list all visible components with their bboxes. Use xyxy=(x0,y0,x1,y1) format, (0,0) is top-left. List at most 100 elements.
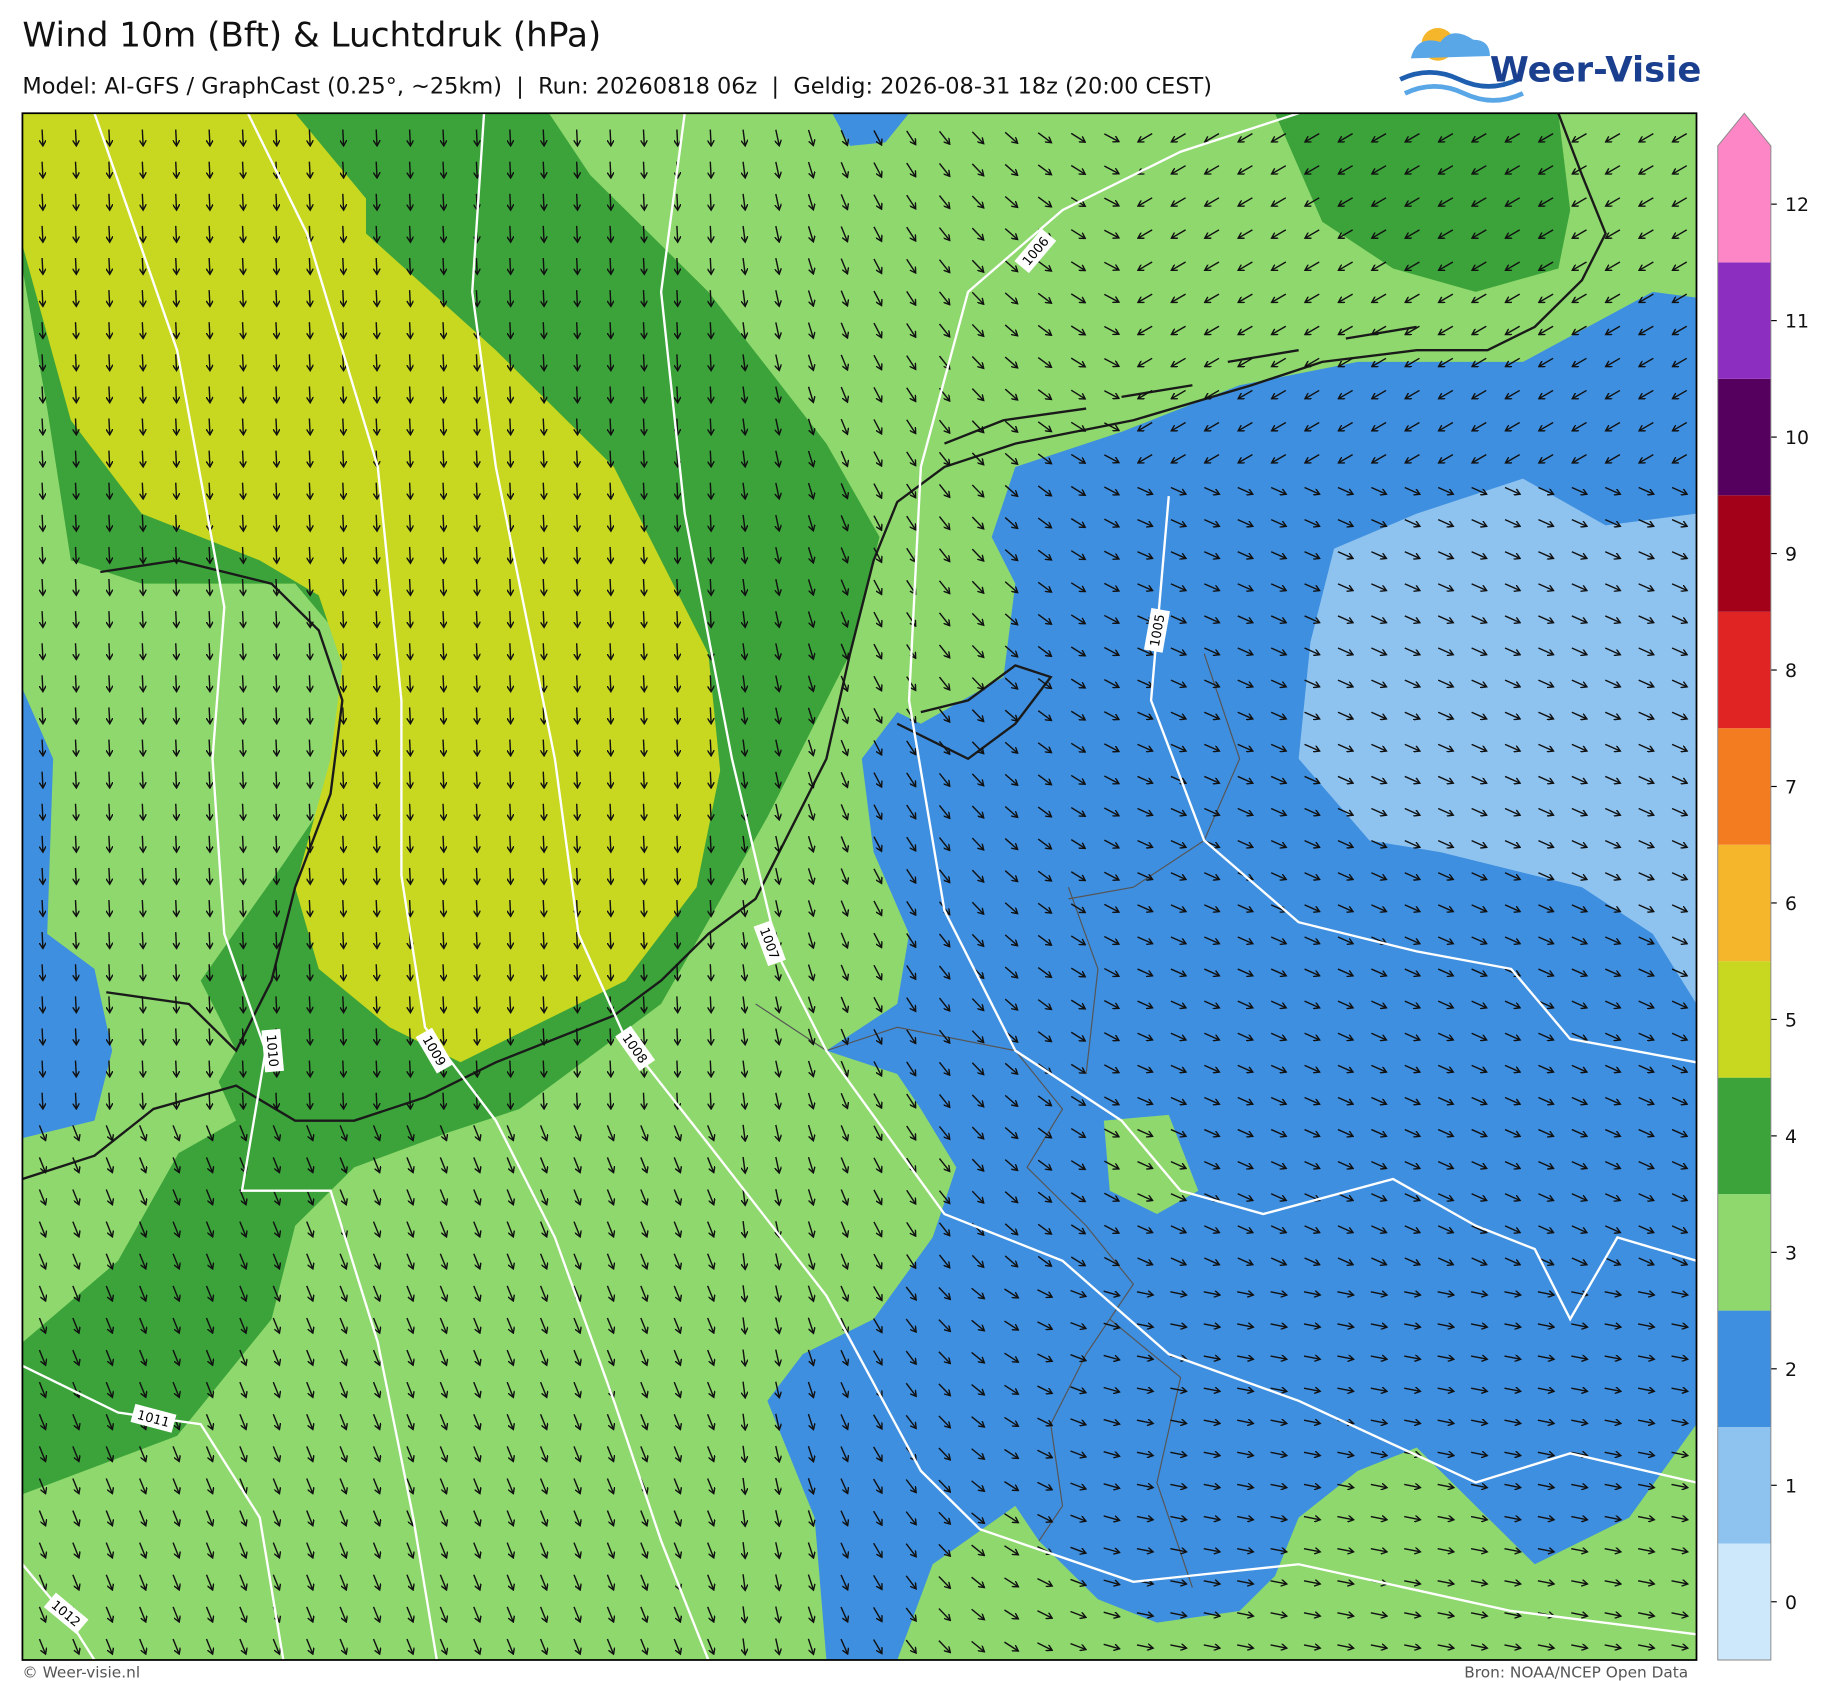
wind-arrow xyxy=(1037,485,1051,496)
wind-arrow xyxy=(1104,261,1119,270)
wind-arrow xyxy=(1405,229,1420,238)
wind-arrow xyxy=(743,482,745,499)
wind-arrow xyxy=(1170,647,1186,655)
wind-arrow xyxy=(677,578,678,595)
wind-arrow xyxy=(1204,518,1219,527)
wind-arrow xyxy=(1604,679,1620,687)
wind-arrow xyxy=(1638,679,1654,687)
wind-arrow xyxy=(343,707,344,723)
wind-arrow xyxy=(643,290,644,306)
wind-arrow xyxy=(75,675,76,691)
wind-arrow xyxy=(938,451,949,465)
wind-arrow xyxy=(42,675,43,691)
wind-arrow xyxy=(776,675,779,691)
wind-arrow xyxy=(176,450,177,467)
wind-arrow xyxy=(243,354,244,370)
wind-arrow xyxy=(309,418,310,435)
wind-arrow xyxy=(42,578,43,595)
wind-arrow xyxy=(643,257,644,274)
colorbar-tick-label: 5 xyxy=(1785,1011,1797,1032)
wind-arrow xyxy=(1305,229,1320,238)
wind-arrow xyxy=(243,643,244,659)
wind-arrow xyxy=(209,707,210,723)
wind-arrow xyxy=(677,322,678,338)
wind-arrow xyxy=(42,450,43,467)
wind-arrow xyxy=(1238,197,1253,206)
wind-arrow xyxy=(1138,229,1153,238)
wind-arrow xyxy=(142,771,143,788)
wind-arrow xyxy=(42,867,43,884)
wind-arrow xyxy=(776,643,779,659)
wind-arrow xyxy=(243,129,244,146)
wind-arrow xyxy=(343,482,344,499)
wind-arrow xyxy=(971,291,983,304)
wind-arrow xyxy=(743,546,745,563)
wind-arrow xyxy=(1671,615,1687,623)
wind-arrow xyxy=(643,996,644,1012)
wind-arrow xyxy=(1404,518,1420,527)
wind-arrow xyxy=(1538,551,1553,559)
wind-arrow xyxy=(109,996,110,1012)
wind-arrow xyxy=(376,418,377,435)
wind-arrow xyxy=(577,771,578,788)
wind-arrow xyxy=(209,611,210,627)
wind-arrow xyxy=(1171,325,1186,334)
wind-arrow xyxy=(75,1092,76,1109)
wind-arrow xyxy=(1372,229,1387,238)
wind-arrow xyxy=(410,707,411,723)
wind-arrow xyxy=(610,964,611,980)
wind-arrow xyxy=(42,546,43,563)
wind-arrow xyxy=(1037,292,1051,303)
wind-arrow xyxy=(840,194,847,209)
wind-arrow xyxy=(577,354,578,370)
wind-arrow xyxy=(610,803,611,820)
wind-arrow xyxy=(938,130,949,144)
wind-arrow xyxy=(176,675,177,691)
wind-arrow xyxy=(1539,197,1554,206)
wind-arrow xyxy=(643,386,644,402)
wind-arrow xyxy=(309,867,310,884)
wind-arrow xyxy=(1505,325,1521,334)
wind-arrow xyxy=(1638,647,1654,655)
wind-arrow xyxy=(1471,583,1487,591)
wind-arrow xyxy=(443,450,444,467)
wind-arrow xyxy=(1672,357,1688,366)
wind-arrow xyxy=(1104,293,1119,302)
wind-arrow xyxy=(1004,228,1017,240)
wind-arrow xyxy=(1638,551,1654,559)
wind-zone xyxy=(22,688,113,1139)
wind-arrow xyxy=(510,193,511,210)
wind-arrow xyxy=(1104,197,1119,206)
wind-arrow xyxy=(743,161,745,178)
wind-arrow xyxy=(1639,197,1654,206)
wind-arrow xyxy=(938,516,949,530)
wind-arrow xyxy=(1138,197,1153,206)
wind-arrow xyxy=(443,643,444,659)
wind-arrow xyxy=(1672,133,1688,142)
wind-arrow xyxy=(610,450,611,467)
wind-arrow xyxy=(376,643,377,659)
wind-arrow xyxy=(1572,389,1587,398)
wind-arrow xyxy=(840,707,847,723)
title: Wind 10m (Bft) & Luchtdruk (hPa) xyxy=(22,16,601,56)
wind-arrow xyxy=(610,129,611,146)
wind-arrow xyxy=(1272,197,1287,206)
wind-arrow xyxy=(309,803,310,820)
wind-arrow xyxy=(309,322,310,338)
wind-arrow xyxy=(1472,133,1487,142)
wind-arrow xyxy=(209,546,210,563)
wind-arrow xyxy=(1338,197,1353,206)
wind-arrow xyxy=(1070,357,1085,367)
wind-arrow xyxy=(176,932,177,948)
wind-arrow xyxy=(243,771,244,788)
wind-arrow xyxy=(1638,583,1654,591)
wind-arrow xyxy=(577,546,578,563)
footer-right: Bron: NOAA/NCEP Open Data xyxy=(1464,1664,1688,1681)
wind-arrows xyxy=(38,129,1688,1655)
wind-arrow xyxy=(176,578,177,595)
wind-arrow xyxy=(243,1092,244,1109)
wind-arrow xyxy=(343,193,344,210)
wind-arrow xyxy=(1205,165,1220,174)
wind-arrow xyxy=(840,675,847,691)
wind-arrow xyxy=(610,193,611,210)
